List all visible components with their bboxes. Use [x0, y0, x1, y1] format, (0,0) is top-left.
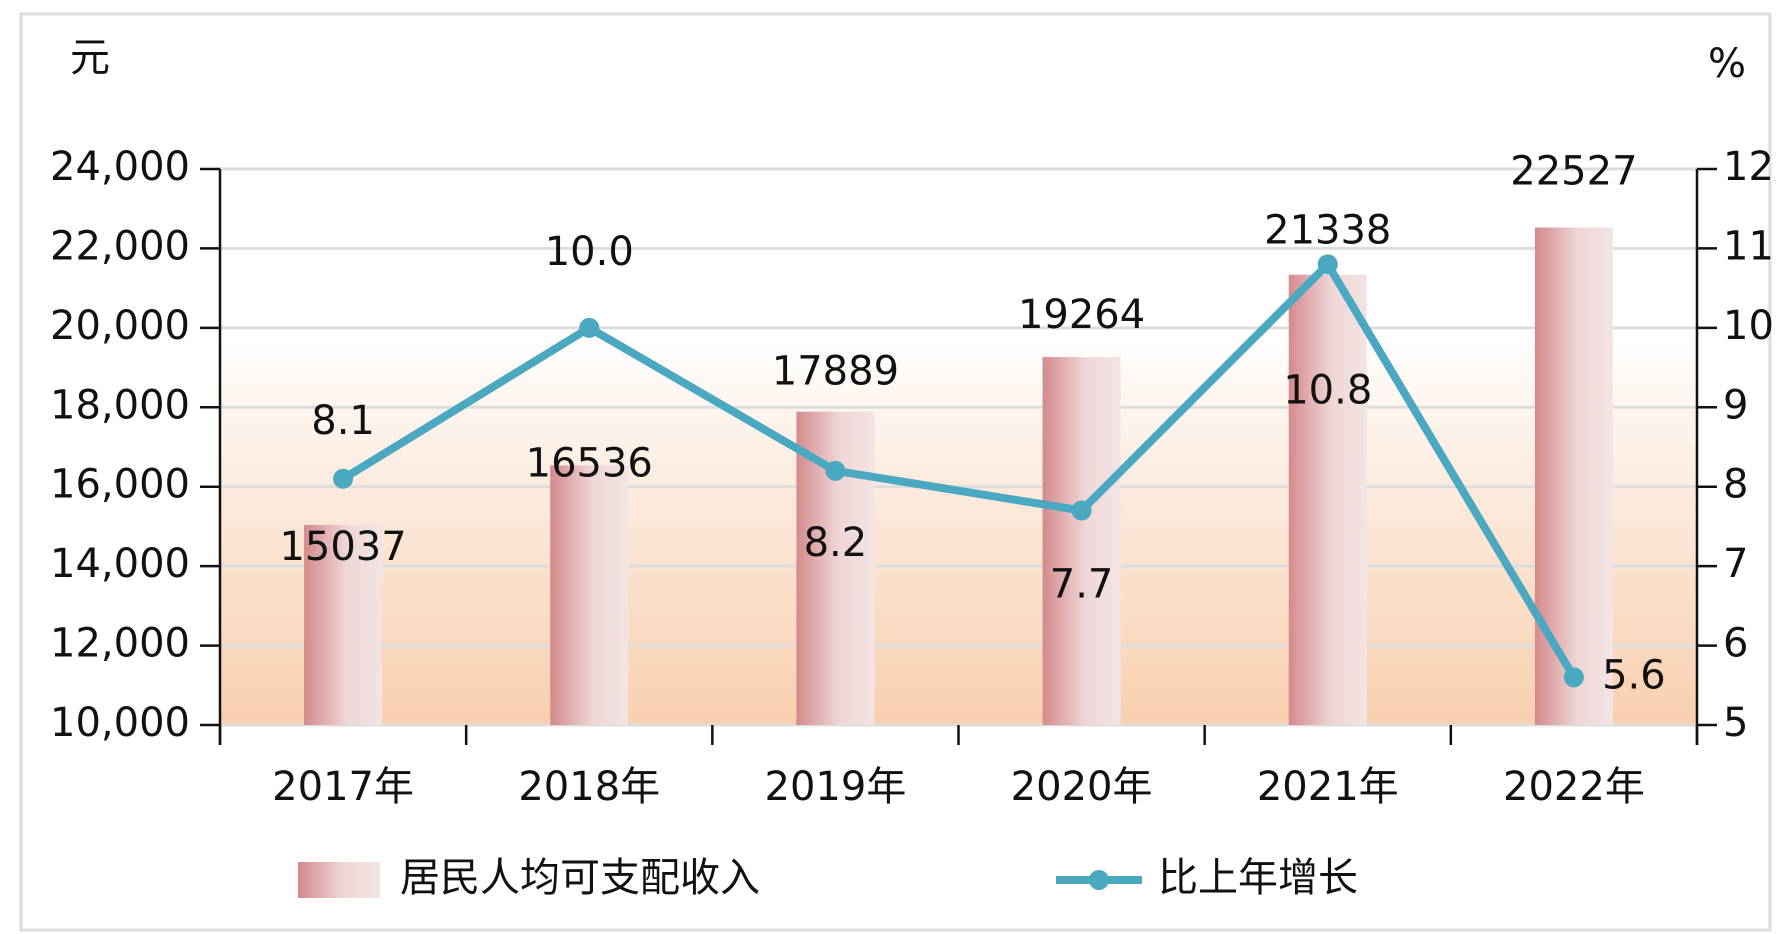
y2-tick-label: 6 [1723, 621, 1748, 667]
line-value-label: 10.8 [1283, 367, 1372, 413]
bar-value-label: 17889 [772, 349, 899, 395]
frame [19, 12, 1772, 932]
y-tick-label: 14,000 [50, 541, 190, 587]
legend-swatch [1089, 870, 1109, 890]
bar [1288, 274, 1367, 725]
y-tick-label: 10,000 [50, 700, 190, 746]
y-tick-label: 20,000 [50, 303, 190, 349]
line-point [333, 468, 354, 489]
plot-background [220, 327, 1697, 725]
line [340, 260, 1578, 680]
line-point [1317, 254, 1338, 275]
bar-value-label: 21338 [1264, 208, 1391, 254]
x-tick-label: 2021年 [1257, 764, 1399, 810]
y2-axis-label: % [1708, 41, 1746, 87]
line-value-label: 8.1 [311, 398, 375, 444]
x-tick-label: 2020年 [1011, 764, 1153, 810]
y2-tick-label: 7 [1723, 541, 1748, 587]
x-tick-label: 2019年 [765, 764, 907, 810]
x-tick-label: 2018年 [518, 764, 660, 810]
y2-tick-label: 12 [1723, 144, 1774, 190]
line-value-label: 10.0 [545, 229, 634, 275]
line-point [1071, 500, 1092, 521]
legend-swatch [298, 862, 380, 898]
bar [304, 524, 383, 725]
y-tick-label: 16,000 [50, 462, 190, 508]
y-tick-label: 22,000 [50, 223, 190, 269]
line-point [1563, 667, 1584, 688]
bar-value-label: 22527 [1510, 148, 1637, 194]
line-value-label: 7.7 [1050, 562, 1114, 608]
y2-tick-label: 11 [1723, 223, 1774, 269]
y2-tick-label: 8 [1723, 462, 1748, 508]
y-axis-label: 元 [70, 35, 110, 81]
line-value-label: 8.2 [804, 520, 868, 566]
x-tick-label: 2022年 [1503, 764, 1645, 810]
line-point [579, 317, 600, 338]
y-tick-label: 18,000 [50, 382, 190, 428]
bar [550, 465, 629, 725]
y-tick-label: 24,000 [50, 144, 190, 190]
legend-label: 比上年增长 [1158, 855, 1358, 901]
legend-label: 居民人均可支配收入 [400, 855, 760, 901]
bar [1042, 357, 1121, 725]
bar-value-label: 19264 [1018, 292, 1145, 338]
y2-tick-label: 10 [1723, 303, 1774, 349]
y-tick-label: 12,000 [50, 621, 190, 667]
bar [1534, 227, 1613, 725]
bar-value-label: 15037 [279, 524, 406, 570]
bar-value-label: 16536 [526, 440, 653, 486]
line-value-label: 5.6 [1602, 652, 1666, 698]
y2-tick-label: 9 [1723, 382, 1748, 428]
line-point [825, 460, 846, 481]
x-tick-label: 2017年 [272, 764, 414, 810]
y2-tick-label: 5 [1723, 700, 1748, 746]
